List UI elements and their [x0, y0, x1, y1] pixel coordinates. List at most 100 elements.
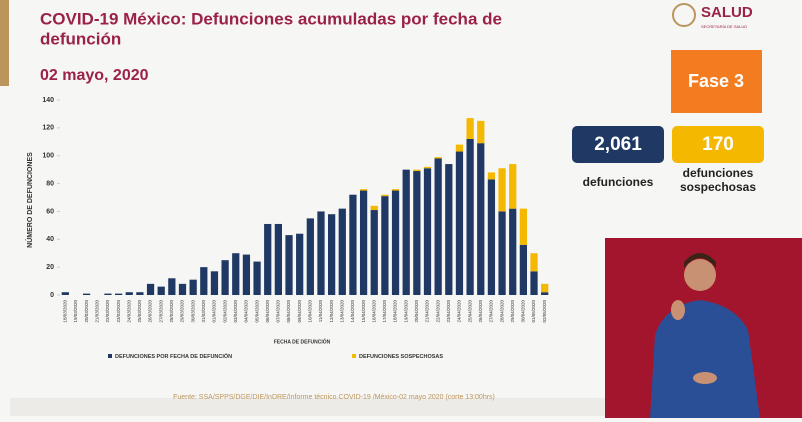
interpreter — [605, 238, 802, 418]
interpreter-body — [650, 300, 760, 418]
legend-swatch — [352, 354, 356, 358]
x-tick-label: 20/04/2020 — [414, 300, 419, 323]
x-tick-label: 09/04/2020 — [297, 300, 302, 323]
interpreter-hand — [671, 300, 685, 320]
bar — [306, 218, 314, 295]
x-tick-label: 16/04/2020 — [371, 300, 376, 323]
bar — [253, 261, 261, 295]
bar — [402, 169, 410, 295]
x-tick-label: 22/03/2020 — [105, 300, 110, 323]
x-tick-label: 30/03/2020 — [190, 300, 195, 323]
deaths: 2,061 — [594, 134, 642, 155]
bar — [210, 271, 219, 295]
bar — [317, 211, 325, 295]
x-tick-label: 28/03/2020 — [169, 300, 174, 323]
x-tick-label: 20/03/2020 — [84, 300, 89, 323]
x-tick-label: 05/04/2020 — [254, 300, 259, 323]
legend-swatch — [108, 354, 112, 358]
bar — [530, 253, 538, 272]
bar — [434, 158, 442, 295]
x-tick-label: 25/03/2020 — [137, 300, 142, 323]
x-tick-label: 26/03/2020 — [148, 300, 153, 323]
interpreter-hand — [693, 372, 717, 384]
title: defunción — [40, 29, 121, 48]
bar — [445, 164, 453, 295]
bar — [296, 233, 304, 295]
bar — [157, 286, 165, 295]
bar — [285, 235, 293, 295]
bar — [423, 166, 432, 169]
suspected-label: sospechosas — [680, 180, 756, 194]
legend-label: DEFUNCIONES SOSPECHOSAS — [359, 354, 443, 360]
bar — [391, 189, 400, 191]
x-tick-label: 15/04/2020 — [361, 300, 366, 323]
y-tick-label: 120 — [42, 125, 54, 132]
accent-bar — [0, 0, 9, 86]
bar — [242, 254, 251, 295]
bar — [519, 208, 527, 245]
x-tick-label: 29/03/2020 — [180, 300, 185, 323]
bar — [61, 292, 69, 295]
bar — [125, 292, 133, 295]
bar — [455, 151, 464, 295]
y-tick-label: 60 — [46, 208, 54, 215]
x-tick-label: 13/04/2020 — [339, 300, 344, 323]
bar — [274, 223, 282, 295]
bar — [423, 168, 432, 295]
y-tick-label: 100 — [42, 153, 54, 160]
x-tick-label: 12/04/2020 — [329, 300, 334, 323]
bar — [178, 283, 187, 295]
bar — [338, 208, 346, 295]
bar — [466, 118, 474, 139]
x-tick-label: 25/04/2020 — [467, 300, 472, 323]
bar — [477, 120, 485, 144]
bar — [232, 253, 240, 295]
bar — [413, 171, 421, 295]
bar — [509, 164, 517, 209]
logo-sub: SECRETARÍA DE SALUD — [701, 24, 747, 29]
bar — [104, 293, 112, 295]
bar — [359, 190, 368, 295]
x-tick-label: 17/04/2020 — [382, 300, 387, 323]
x-tick-label: 26/04/2020 — [478, 300, 483, 323]
x-tick-label: 11/04/2020 — [318, 300, 323, 323]
bar — [200, 267, 208, 295]
x-tick-label: 22/04/2020 — [435, 300, 440, 323]
bar — [519, 244, 527, 295]
legend-label: DEFUNCIONES POR FECHA DE DEFUNCIÓN — [115, 352, 232, 360]
bar — [498, 211, 506, 295]
interpreter-head — [684, 259, 716, 291]
bar — [264, 223, 272, 295]
x-tick-label: 29/04/2020 — [510, 300, 515, 323]
x-tick-label: 28/04/2020 — [499, 300, 504, 323]
x-tick-label: 31/03/2020 — [201, 300, 206, 323]
bar — [498, 168, 506, 212]
bar — [455, 144, 464, 152]
date: 02 mayo, 2020 — [40, 67, 149, 84]
deaths-box — [572, 126, 664, 163]
bar — [541, 283, 549, 293]
y-tick-label: 40 — [46, 236, 54, 243]
y-tick-label: 140 — [42, 97, 54, 104]
interpreter-hair — [684, 253, 716, 268]
y-tick-label: 20 — [46, 264, 54, 271]
bar — [391, 190, 400, 295]
bar — [381, 194, 389, 197]
x-tick-label: 04/04/2020 — [244, 300, 249, 323]
source: Fuente: SSA/SPPS/DGE/DIE/InDRE/Informe t… — [173, 394, 495, 401]
x-tick-label: 21/03/2020 — [94, 300, 99, 323]
bar — [487, 172, 496, 180]
bar — [328, 214, 336, 295]
x-tick-label: 19/03/2020 — [73, 300, 78, 323]
suspected-box — [672, 126, 764, 163]
bar — [434, 157, 442, 159]
suspected-label: defunciones — [683, 166, 754, 180]
x-tick-label: 19/04/2020 — [403, 300, 408, 323]
bar — [487, 179, 496, 295]
bar — [381, 196, 389, 295]
x-tick-label: 18/04/2020 — [393, 300, 398, 323]
bar — [541, 292, 549, 295]
x-tick-label: 06/04/2020 — [265, 300, 270, 323]
y-tick-label: 0 — [50, 292, 54, 299]
x-tick-label: 21/04/2020 — [425, 300, 430, 323]
